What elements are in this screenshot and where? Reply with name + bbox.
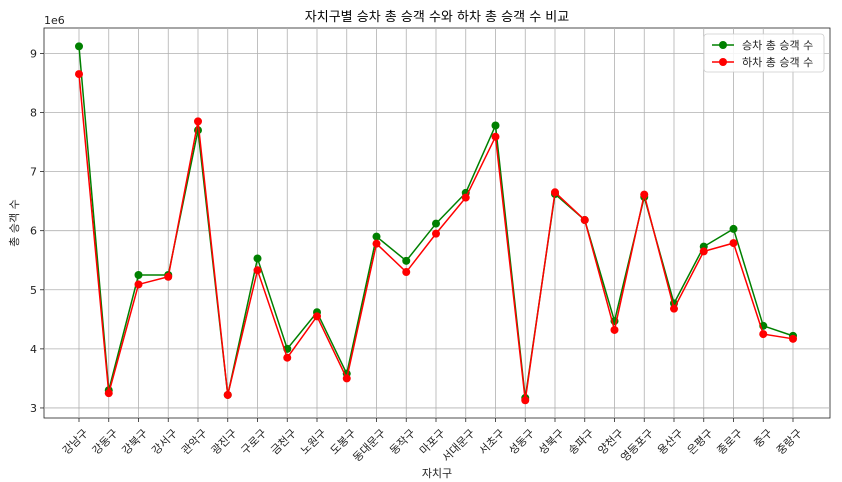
y-tick-label: 5 [30, 284, 37, 297]
y-tick-label: 7 [30, 166, 37, 179]
x-tick-label: 용산구 [655, 427, 686, 458]
x-tick-label: 동작구 [387, 427, 418, 458]
x-tick-label: 강서구 [149, 427, 180, 458]
x-tick-label: 은평구 [685, 427, 716, 458]
series-2-point [194, 117, 202, 126]
x-tick-label: 중랑구 [774, 427, 805, 458]
x-tick-label: 강남구 [60, 427, 91, 458]
x-tick-label: 강동구 [90, 427, 121, 458]
y-offset-label: 1e6 [44, 14, 65, 27]
y-tick-label: 9 [30, 47, 37, 60]
series-2-point [223, 390, 232, 399]
y-tick-label: 6 [30, 225, 37, 238]
series-2-point [521, 396, 530, 405]
series-2-point [164, 272, 173, 281]
x-tick-label: 종로구 [715, 427, 746, 458]
grid-lines [44, 28, 830, 418]
y-axis-ticks: 3 4 5 6 7 8 9 [30, 47, 44, 415]
x-tick-label: 성북구 [536, 427, 567, 458]
y-axis-label: 총 승객 수 [8, 199, 21, 246]
series-2-point [551, 188, 559, 197]
series-2-point [75, 70, 83, 79]
series-2-point [759, 330, 768, 339]
series-2-point [729, 239, 738, 248]
series-layer [75, 42, 797, 405]
series-1-point [491, 121, 500, 130]
series-1-point [253, 254, 262, 263]
series-2-point [432, 229, 440, 238]
x-tick-label: 중구 [752, 427, 776, 451]
series-2-point [699, 247, 708, 256]
x-tick-label: 동대문구 [350, 427, 388, 465]
x-tick-label: 영등포구 [618, 427, 656, 465]
y-tick-label: 4 [30, 343, 37, 356]
series-1-point [402, 256, 411, 265]
x-tick-label: 관악구 [179, 427, 210, 458]
series-1-point [432, 219, 440, 228]
x-tick-label: 서대문구 [440, 427, 478, 465]
series-2-point [670, 304, 678, 313]
series-2-point [491, 132, 500, 141]
series-2-point [342, 374, 351, 383]
legend: 승차 총 승객 수하차 총 승객 수 [703, 33, 825, 73]
y-tick-label: 8 [30, 107, 37, 120]
series-2-point [610, 325, 619, 334]
y-tick-label: 3 [30, 402, 37, 415]
series-2-point [789, 334, 797, 343]
x-tick-label: 광진구 [209, 427, 240, 458]
series-2-point [313, 312, 321, 321]
x-axis-label: 자치구 [422, 467, 452, 480]
series-2-point [134, 280, 143, 289]
series-2-point [640, 190, 649, 199]
x-tick-label: 강북구 [120, 427, 151, 458]
series-1-point [372, 232, 381, 241]
plot-area [43, 27, 831, 419]
x-tick-label: 송파구 [566, 427, 597, 458]
legend-label-2: 하차 총 승객 수 [742, 55, 813, 69]
chart-title: 자치구별 승차 총 승객 수와 하차 총 승객 수 비교 [305, 10, 569, 25]
series-2-point [283, 353, 292, 362]
x-tick-label: 구로구 [239, 427, 270, 458]
series-2-point [580, 216, 589, 225]
series-2-point [372, 239, 381, 248]
x-tick-label: 서초구 [477, 427, 508, 458]
legend-marker-1 [719, 41, 727, 49]
series-2-point [402, 268, 411, 277]
series-1-point [729, 224, 738, 233]
series-2-point [461, 193, 470, 202]
x-tick-label: 성동구 [506, 427, 537, 458]
legend-marker-2 [719, 58, 727, 66]
x-tick-label: 금천구 [268, 426, 299, 457]
series-2-point [104, 389, 113, 398]
x-tick-label: 노원구 [298, 427, 329, 458]
series-1-point [75, 42, 83, 51]
legend-label-1: 승차 총 승객 수 [742, 39, 813, 52]
series-2-point [253, 266, 262, 275]
series-1-point [134, 271, 143, 279]
